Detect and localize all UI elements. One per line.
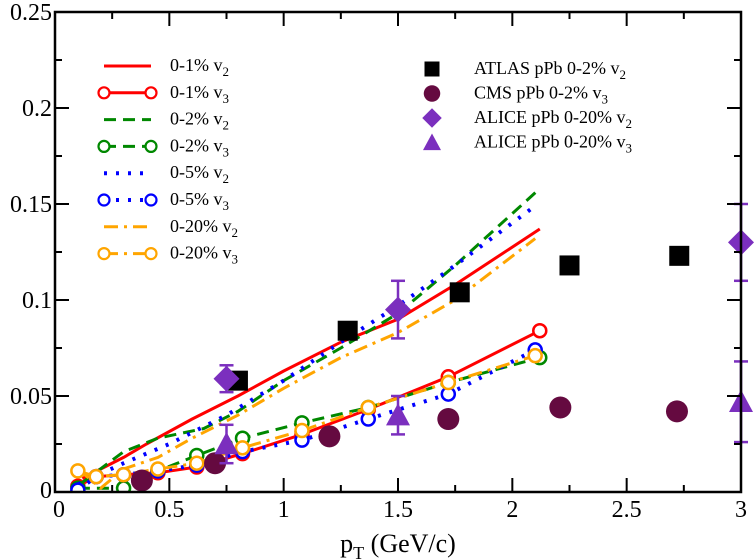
legend-models: 0-1% v2 0-1% v3 0-2% v20-2% v3 0-5% v2 0-5% …	[97, 55, 238, 267]
legend-label: 0-5% v3	[170, 189, 229, 213]
legend-label: ALICE pPb 0-20% v2	[474, 107, 632, 131]
model-curves	[70, 187, 548, 492]
experimental-data-points	[130, 202, 754, 492]
axes: 0 0.5 1 1.5 2 2.5 3 0 0.05 0.1 0.15 0.2 0.25	[10, 0, 747, 523]
series-0-20-v3	[70, 347, 543, 485]
legend-item: ALICE pPb 0-20% v2	[422, 107, 632, 131]
y-tick-label: 0.1	[22, 288, 52, 314]
diamond-marker	[213, 365, 240, 392]
filled-circle-marker	[437, 408, 460, 431]
legend-item: 0-5% v2	[104, 162, 229, 186]
triangle-marker	[423, 133, 441, 151]
series-0-5-v2	[77, 204, 537, 487]
open-circle-marker	[527, 347, 543, 364]
legend-item: 0-20% v2	[104, 216, 238, 240]
filled-circle-marker	[423, 85, 441, 102]
legend-label: 0-2% v3	[170, 135, 229, 159]
y-tick-label: 0	[40, 478, 52, 504]
legend-label: ATLAS pPb 0-2% v2	[474, 58, 626, 82]
open-circle-marker	[150, 461, 166, 477]
y-tick-label: 0.15	[10, 192, 52, 218]
square-marker	[669, 245, 690, 266]
legend-label: 0-5% v2	[170, 162, 229, 186]
legend-label: 0-1% v2	[170, 55, 229, 79]
x-tick-label: 0.5	[154, 497, 184, 523]
series-0-2-v2	[81, 187, 541, 484]
open-circle-marker	[360, 399, 377, 416]
x-tick-label: 2.5	[612, 497, 642, 523]
square-marker	[424, 61, 440, 77]
square-marker	[337, 320, 358, 341]
x-axis-label: pT (GeV/c)	[340, 529, 456, 560]
x-tick-label: 2	[506, 497, 518, 523]
open-circle-marker	[88, 468, 104, 485]
legend-item: 0-20% v3	[97, 243, 238, 267]
triangle-marker	[214, 432, 239, 455]
legend-item: ALICE pPb 0-20% v3	[423, 132, 632, 156]
open-circle-marker	[70, 463, 86, 479]
open-circle-marker	[115, 466, 132, 483]
open-circle-marker	[234, 440, 251, 456]
open-circle-marker	[294, 422, 310, 439]
exp-cms-ppb-0-2-v3	[130, 396, 688, 492]
legend-item: 0-1% v3	[97, 82, 229, 106]
x-tick-label: 0	[53, 497, 65, 523]
open-circle-marker	[532, 322, 548, 339]
x-tick-label: 3	[735, 497, 747, 523]
triangle-marker	[386, 403, 410, 426]
legend-item: CMS pPb 0-2% v3	[423, 83, 608, 107]
legend-item: 0-2% v2	[104, 109, 229, 133]
y-tick-label: 0.25	[10, 0, 52, 26]
filled-circle-marker	[130, 469, 153, 492]
legend-label: 0-20% v3	[170, 243, 238, 267]
legend-label: CMS pPb 0-2% v3	[474, 83, 608, 107]
legend-label: ALICE pPb 0-20% v3	[474, 132, 632, 156]
open-circle-marker	[440, 374, 457, 391]
series-0-1-v3	[70, 322, 548, 492]
x-tick-label: 1	[278, 497, 290, 523]
legend-label: 0-20% v2	[170, 216, 238, 240]
y-tick-label: 0.05	[10, 384, 52, 410]
exp-atlas-ppb-0-2-v2	[227, 245, 690, 391]
y-tick-label: 0.2	[22, 96, 52, 122]
filled-circle-marker	[549, 396, 572, 419]
legend-item: 0-5% v3	[97, 189, 229, 213]
legend-label: 0-1% v3	[170, 82, 229, 106]
square-marker	[559, 255, 580, 276]
exp-alice-ppb-0-20-v2	[213, 202, 754, 394]
filled-circle-marker	[665, 400, 688, 423]
open-circle-marker	[189, 455, 205, 471]
filled-circle-marker	[204, 452, 227, 475]
x-tick-label: 1.5	[383, 497, 413, 523]
legend-item: 0-1% v2	[104, 55, 229, 79]
series-0-1-v2	[81, 227, 541, 480]
diamond-marker	[385, 296, 411, 323]
square-marker	[449, 282, 470, 303]
filled-circle-marker	[318, 425, 341, 448]
open-circle-marker	[70, 482, 86, 492]
legend-label: 0-2% v2	[170, 109, 229, 133]
legend-item: 0-2% v3	[97, 135, 229, 159]
diamond-marker	[422, 108, 442, 128]
legend-item: ATLAS pPb 0-2% v2	[424, 58, 626, 82]
